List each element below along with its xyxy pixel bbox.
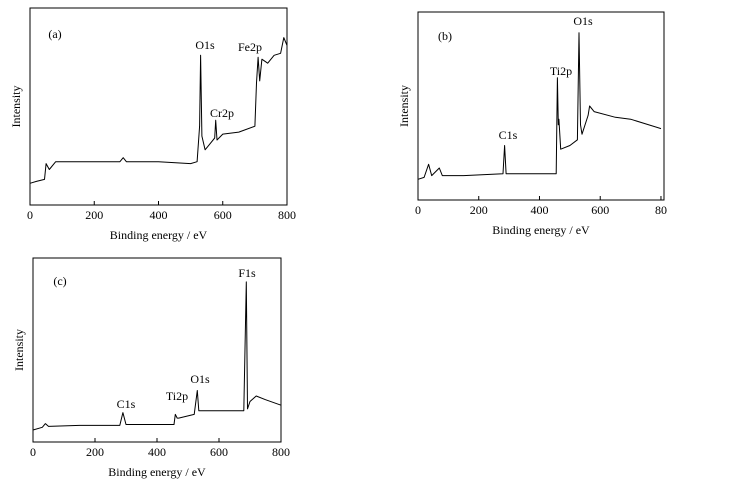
x-tick-label: 400 — [530, 203, 548, 217]
x-axis-label: Binding energy / eV — [492, 223, 590, 237]
x-tick-label: 200 — [470, 203, 488, 217]
peak-label: O1s — [573, 14, 593, 28]
y-axis-label: Intensity — [12, 329, 26, 371]
peak-label: C1s — [499, 128, 518, 142]
x-tick-label: 0 — [415, 203, 421, 217]
peak-label: Ti2p — [550, 64, 572, 78]
panel-label: (b) — [438, 29, 452, 43]
x-tick-label: 600 — [591, 203, 609, 217]
x-tick-label: 400 — [150, 208, 168, 222]
peak-label: O1s — [195, 38, 215, 52]
x-tick-label: 400 — [148, 445, 166, 459]
spectrum-line — [417, 32, 662, 180]
peak-label: Cr2p — [210, 106, 234, 120]
plot-frame — [32, 257, 282, 443]
x-tick-label: 800 — [272, 445, 290, 459]
x-tick-label: 0 — [27, 208, 33, 222]
spectrum-line — [32, 281, 282, 431]
x-tick-label: 200 — [85, 208, 103, 222]
x-tick-label: 600 — [214, 208, 232, 222]
peak-label: F1s — [238, 266, 256, 280]
x-tick-label: 800 — [278, 208, 296, 222]
x-tick-label: 600 — [210, 445, 228, 459]
x-tick-label: 0 — [30, 445, 36, 459]
y-axis-label: Intensity — [397, 85, 411, 127]
peak-label: Ti2p — [166, 389, 188, 403]
peak-label: Fe2p — [238, 40, 262, 54]
peak-label: O1s — [190, 372, 210, 386]
y-axis-label: Intensity — [9, 86, 23, 128]
x-axis-label: Binding energy / eV — [108, 465, 206, 479]
x-tick-label: 80 — [655, 203, 667, 217]
x-axis-label: Binding energy / eV — [110, 228, 208, 242]
x-tick-label: 200 — [86, 445, 104, 459]
plot-frame — [29, 7, 288, 206]
spectrum-line — [29, 37, 288, 184]
peak-label: C1s — [117, 397, 136, 411]
panel-label: (c) — [53, 274, 66, 288]
plot-frame — [417, 11, 665, 201]
panel-label: (a) — [48, 27, 61, 41]
